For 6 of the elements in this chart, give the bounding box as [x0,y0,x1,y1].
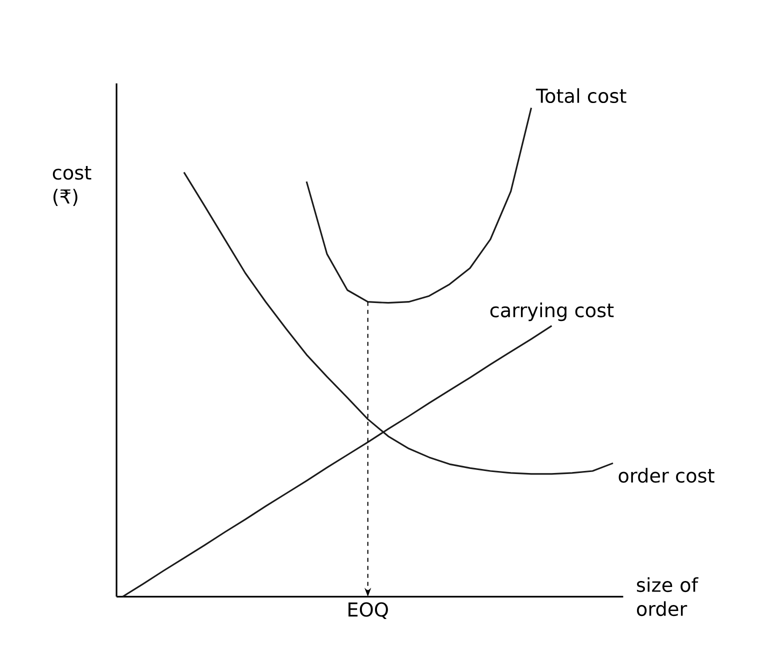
series-label: Total cost [536,88,626,104]
series-label: order cost [618,468,714,483]
x-axis-title: size of order [636,577,698,616]
y-axis-title: cost (₹) [52,166,92,206]
text: EOQ [348,602,388,619]
series-label: carrying cost [490,302,614,322]
